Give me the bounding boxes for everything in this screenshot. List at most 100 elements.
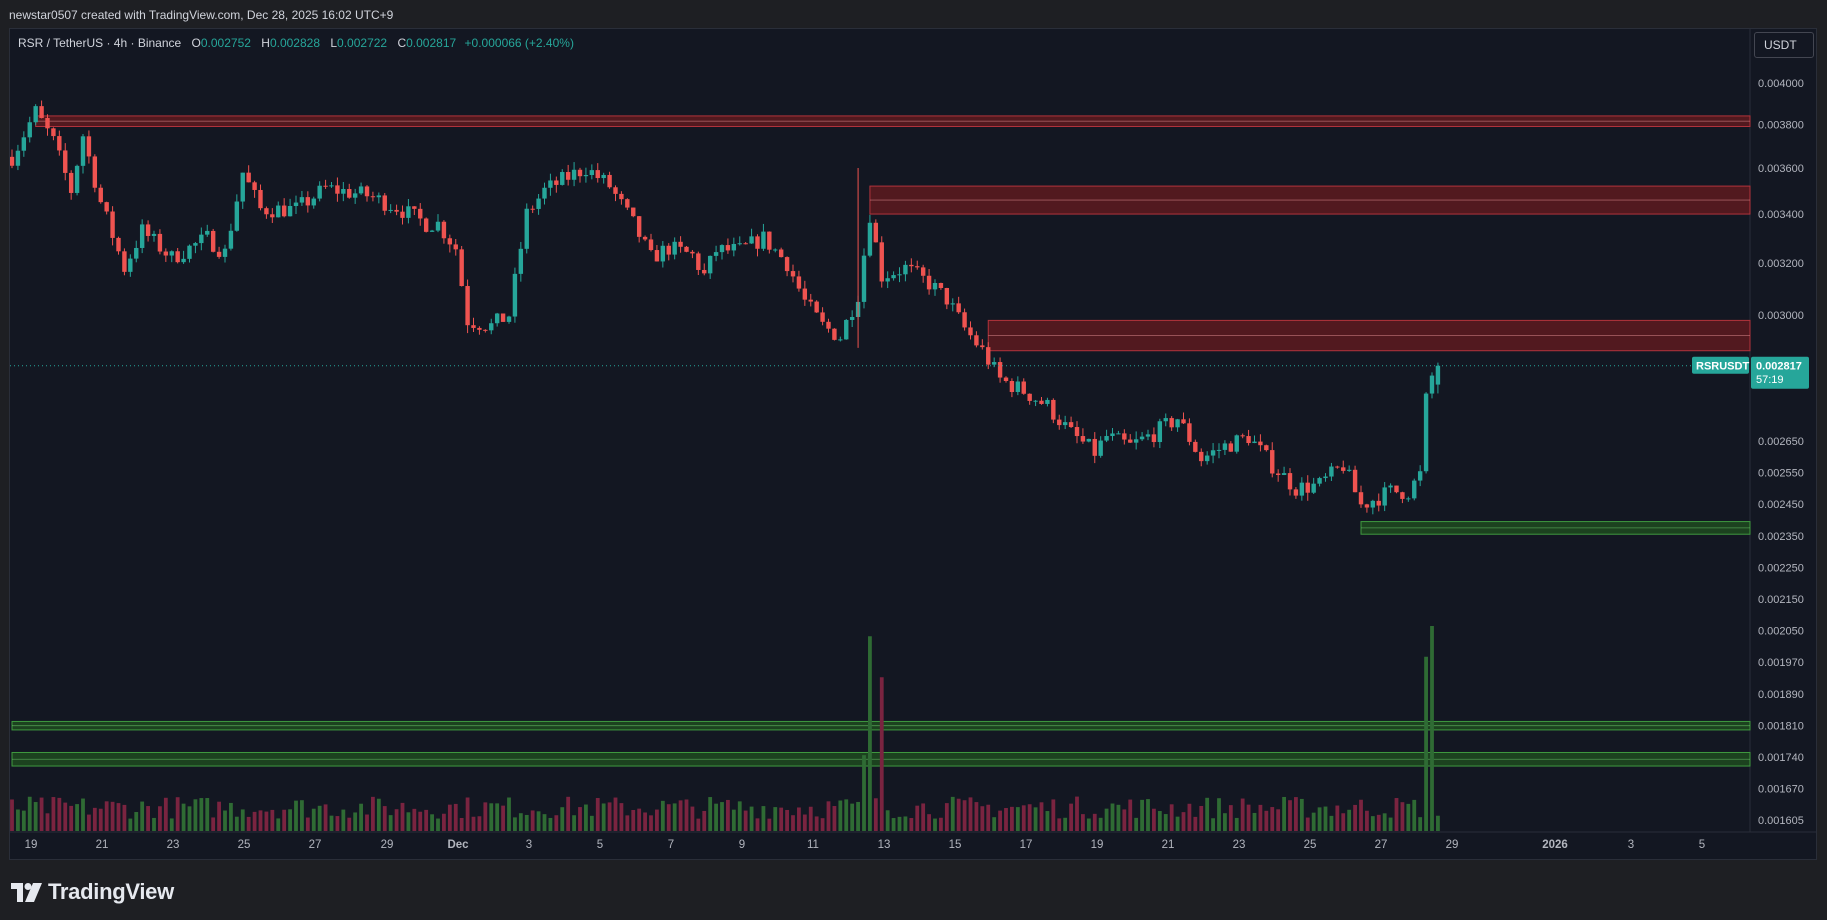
tradingview-logo[interactable]: TradingView	[11, 879, 174, 905]
volume-bar	[1240, 798, 1245, 831]
candle-body	[104, 202, 109, 212]
candle-body	[950, 303, 955, 305]
volume-bar	[655, 809, 659, 831]
candle-body	[489, 323, 494, 331]
candle-body	[636, 216, 642, 237]
volume-bar	[613, 797, 618, 831]
candle-body	[1358, 492, 1364, 505]
volume-bar	[1140, 799, 1144, 831]
volume-bar	[637, 808, 642, 831]
volume-bar	[1406, 803, 1411, 831]
candle-body	[110, 211, 115, 238]
volume-bar	[246, 816, 251, 831]
volume-bar	[442, 813, 446, 831]
candle-body	[68, 172, 74, 193]
volume-bar	[1169, 804, 1174, 831]
volume-bar	[672, 803, 677, 831]
candle-body	[944, 287, 950, 305]
volume-bar	[98, 808, 103, 831]
volume-bar	[1098, 817, 1103, 831]
volume-bar	[1033, 807, 1038, 831]
candle-body	[956, 303, 961, 313]
candle-body	[388, 209, 393, 211]
candle-body	[1145, 434, 1151, 437]
volume-bar	[335, 816, 340, 831]
volume-bar	[879, 677, 884, 831]
volume-bar	[856, 801, 860, 831]
chart-panel[interactable]: 0.004000 0.003800 0.003600 0.003400 0.003200…	[9, 28, 1817, 860]
volume-bar	[808, 806, 813, 831]
volume-bar	[1382, 813, 1387, 831]
volume-bar	[542, 814, 547, 831]
candle-body	[542, 187, 547, 199]
candle-body	[134, 247, 139, 259]
candle-body	[1270, 450, 1275, 474]
y-axis-tick-label: 0.003200	[1758, 258, 1804, 270]
candle-body	[1210, 450, 1216, 456]
candle-body	[471, 325, 476, 328]
volume-bar	[1027, 804, 1032, 831]
volume-bar	[560, 807, 565, 831]
volume-bar	[666, 804, 671, 831]
volume-bar	[1110, 803, 1115, 831]
candle-body	[299, 197, 305, 203]
y-axis-tick-label: 0.002050	[1758, 626, 1804, 638]
x-axis-tick-label: 15	[949, 839, 962, 851]
volume-bar	[589, 815, 594, 831]
candle-body	[619, 193, 624, 200]
volume-bar	[382, 806, 387, 831]
candle-body	[447, 238, 453, 245]
candle-body	[276, 205, 281, 218]
volume-bar	[962, 800, 967, 831]
y-axis-tick-label: 0.002650	[1758, 436, 1804, 448]
candle-body	[891, 275, 896, 279]
candle-body	[903, 264, 908, 275]
candle-body	[1435, 365, 1441, 385]
volume-bar	[631, 810, 636, 831]
candle-body	[1275, 473, 1281, 475]
volume-bar	[1193, 816, 1198, 831]
volume-bar	[584, 804, 588, 831]
volume-bar	[311, 808, 316, 831]
candle-body	[175, 251, 180, 263]
candle-body	[287, 206, 293, 217]
currency-button[interactable]: USDT	[1754, 32, 1814, 58]
candle-body	[364, 186, 370, 197]
candle-body	[281, 205, 287, 217]
price-chart[interactable]: 0.004000 0.003800 0.003600 0.003400 0.003200…	[10, 29, 1816, 859]
high-label: H	[261, 36, 270, 50]
volume-bar	[412, 808, 417, 831]
candle-body	[1406, 498, 1411, 500]
volume-bar	[548, 817, 553, 831]
volume-bar	[968, 797, 973, 831]
candle-body	[1015, 381, 1021, 392]
volume-bar	[1211, 818, 1215, 831]
candle-body	[725, 245, 731, 251]
candle-body	[21, 137, 27, 151]
candle-body	[193, 243, 198, 246]
candle-body	[625, 199, 630, 208]
volume-bar	[430, 814, 434, 831]
candle-body	[429, 230, 435, 232]
candle-body	[790, 271, 796, 277]
volume-bar	[1092, 813, 1097, 831]
candle-body	[814, 301, 819, 313]
candle-body	[216, 251, 222, 257]
candle-body	[731, 243, 737, 251]
volume-bar	[258, 810, 263, 831]
volume-bar	[903, 816, 908, 831]
candle-body	[997, 362, 1003, 378]
candle-body	[494, 313, 500, 324]
candle-body	[1009, 380, 1015, 392]
candle-body	[376, 195, 382, 198]
candle-body	[713, 252, 719, 256]
candle-body	[240, 172, 245, 202]
candle-body	[205, 230, 210, 235]
candle-body	[1193, 441, 1198, 452]
candle-body	[554, 180, 559, 185]
candle-body	[583, 175, 589, 177]
volume-bar	[1264, 810, 1269, 831]
candle-body	[838, 339, 843, 341]
volume-bar	[1270, 807, 1275, 831]
volume-bar	[1276, 809, 1281, 831]
